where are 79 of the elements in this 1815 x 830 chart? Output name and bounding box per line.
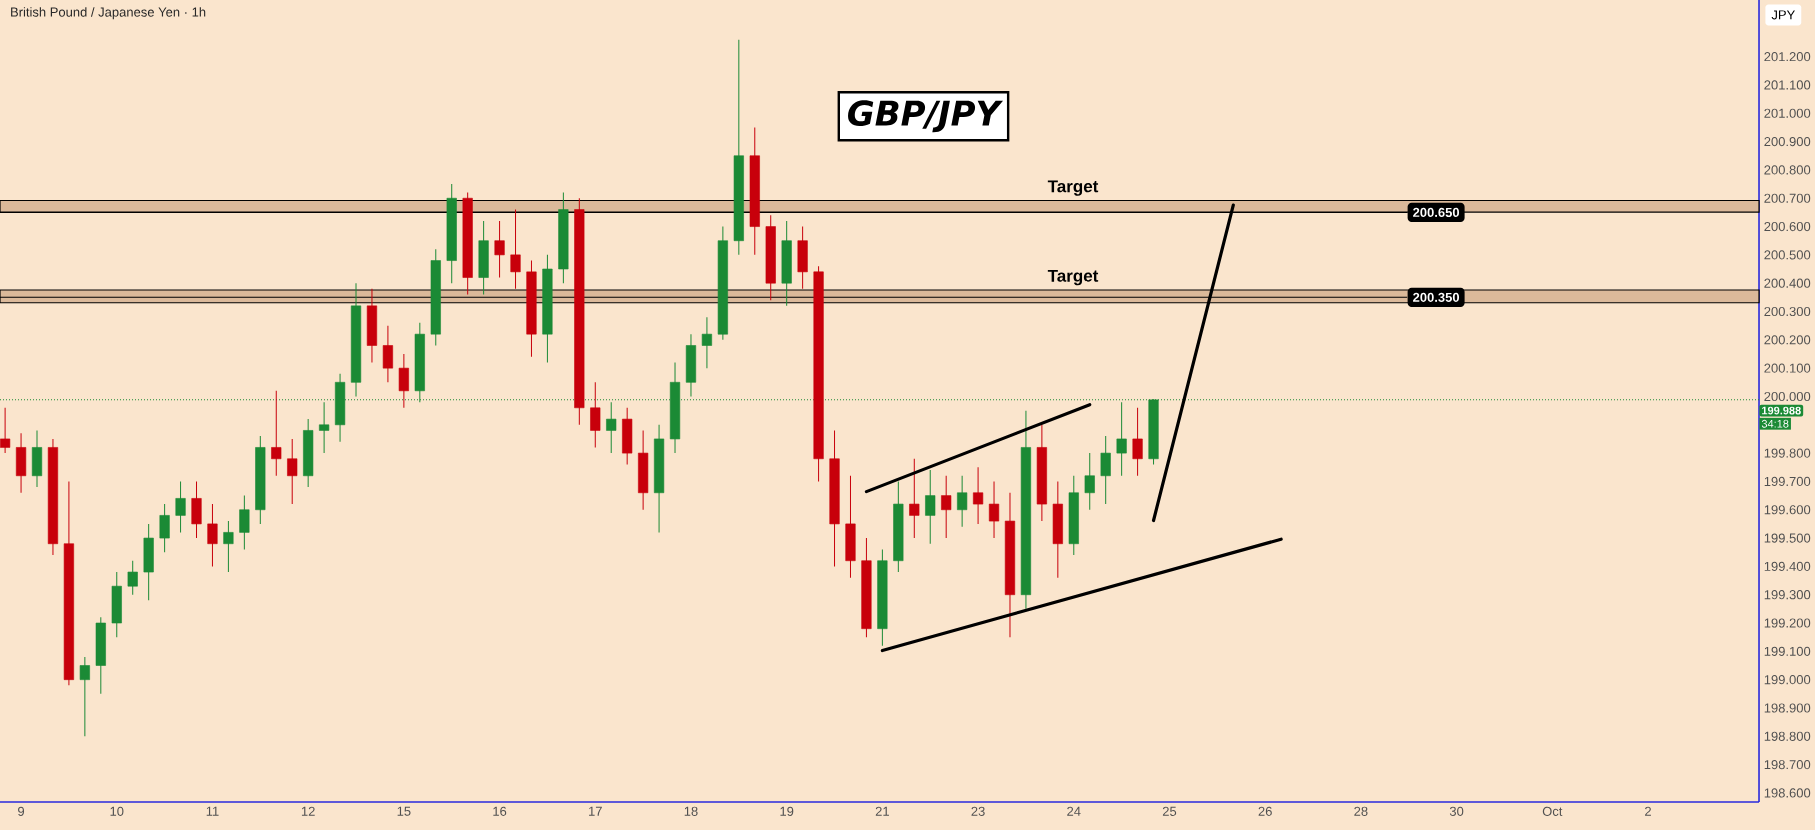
x-tick-label: 15 [397, 806, 411, 816]
x-tick-label: 9 [18, 806, 25, 816]
y-tick-label: 200.700 [1764, 193, 1811, 203]
y-tick-label: 201.000 [1764, 108, 1811, 118]
candlestick [973, 466, 984, 525]
band-label: Target [1047, 180, 1099, 196]
x-tick-label: 11 [206, 806, 219, 816]
x-tick-label: 19 [780, 806, 794, 816]
candlestick [0, 407, 11, 454]
candlestick [1132, 407, 1143, 477]
candlestick [159, 503, 170, 553]
x-tick-label: 26 [1258, 806, 1272, 816]
y-tick-label: 198.600 [1764, 788, 1811, 798]
y-tick-label: 200.300 [1764, 306, 1811, 317]
ref-line-label: 200.350 [1413, 292, 1460, 302]
x-tick-label: 21 [875, 806, 889, 816]
y-tick-label: 199.600 [1764, 505, 1811, 515]
y-tick-label: 200.000 [1764, 391, 1811, 402]
x-tick-label: 25 [1162, 806, 1177, 816]
x-tick-label: 28 [1354, 806, 1368, 816]
candlestick [175, 480, 186, 533]
candlestick [909, 458, 920, 539]
text: 34:18 [1761, 419, 1789, 428]
y-tick-label: 200.400 [1764, 278, 1811, 288]
annotation: GBP/JPY [848, 100, 1004, 133]
x-tick-label: 16 [493, 806, 507, 816]
y-tick-label: 201.200 [1764, 52, 1811, 62]
candlestick [701, 316, 713, 369]
text: JPY [1771, 10, 1795, 20]
candlestick [398, 353, 409, 409]
candlestick [941, 475, 952, 539]
candlestick [287, 438, 298, 505]
y-tick-label: 199.100 [1764, 646, 1811, 656]
candlestick [271, 390, 282, 477]
band-label: Target [1047, 269, 1099, 286]
x-tick-label: 24 [1067, 806, 1081, 816]
candlestick [988, 480, 1000, 539]
x-tick-label: Oct [1542, 806, 1563, 816]
candlestick [510, 209, 521, 290]
x-tick-label: 17 [589, 806, 602, 816]
y-tick-label: 200.800 [1764, 165, 1811, 175]
y-tick-label: 198.700 [1764, 760, 1811, 770]
candlestick [1116, 401, 1127, 477]
candlestick [957, 475, 968, 528]
y-tick-label: 200.200 [1764, 335, 1811, 345]
x-tick-label: 2 [1645, 806, 1651, 816]
candlestick [223, 520, 234, 573]
y-tick-label: 199.400 [1764, 561, 1811, 571]
y-tick-label: 200.600 [1764, 221, 1811, 232]
candlestick [1084, 452, 1095, 511]
x-tick-label: 18 [684, 806, 698, 816]
candlestick [590, 381, 601, 448]
candlestick [925, 469, 936, 545]
y-tick-label: 199.200 [1764, 618, 1811, 628]
candlestick [382, 325, 393, 383]
y-tick-label: 201.100 [1764, 80, 1811, 90]
candlestick [494, 220, 505, 279]
x-tick-label: 10 [110, 806, 124, 816]
text: British Pound / Japanese Yen · 1h [11, 7, 206, 20]
ref-line-label: 199.988 [1762, 406, 1801, 415]
candlestick [239, 495, 250, 550]
y-tick-label: 199.800 [1764, 448, 1811, 458]
y-tick-label: 200.100 [1764, 363, 1811, 373]
candlestick [207, 503, 218, 567]
y-tick-label: 199.700 [1764, 476, 1811, 487]
ref-line-label: 200.650 [1413, 207, 1460, 217]
y-tick-label: 200.500 [1764, 250, 1811, 260]
x-tick-label: 12 [301, 806, 315, 816]
candlestick [79, 656, 90, 737]
x-tick-label: 23 [971, 806, 985, 816]
y-tick-label: 199.300 [1764, 590, 1811, 600]
x-tick-label: 30 [1449, 806, 1464, 816]
y-tick-label: 199.000 [1764, 675, 1811, 685]
y-tick-label: 200.900 [1764, 137, 1811, 147]
candlestick [127, 560, 138, 596]
y-tick-label: 199.500 [1764, 533, 1811, 543]
y-tick-label: 198.900 [1764, 703, 1811, 713]
candlestick [1100, 435, 1111, 505]
y-tick-label: 198.800 [1764, 731, 1811, 741]
